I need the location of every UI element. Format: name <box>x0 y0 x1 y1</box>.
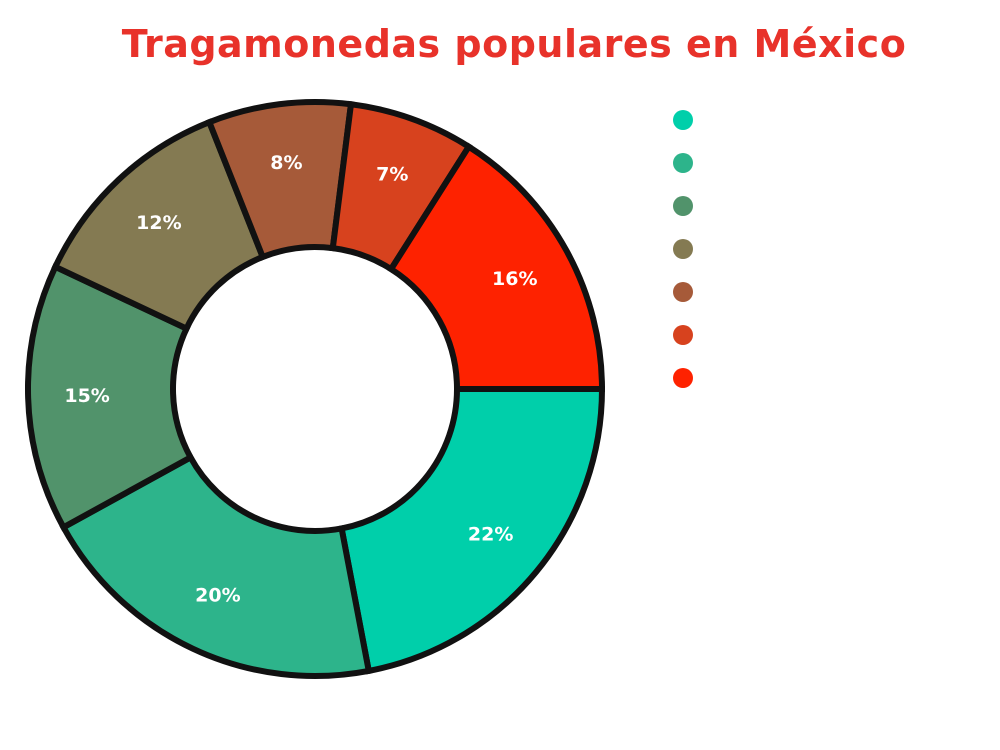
slice-label-5: 8% <box>270 152 302 174</box>
donut-slice-7 <box>386 142 606 392</box>
legend-item[interactable] <box>673 239 973 282</box>
legend-dot-icon <box>673 110 693 130</box>
legend-dot-icon <box>673 153 693 173</box>
legend-dot-icon <box>673 239 693 259</box>
chart-title: Tragamonedas populares en México <box>121 22 907 66</box>
slice-label-1: 22% <box>468 523 513 545</box>
slice-label-4: 12% <box>136 212 181 234</box>
donut-slice-2 <box>59 453 373 679</box>
legend-dot-icon <box>673 196 693 216</box>
donut-slice-4 <box>51 118 267 333</box>
donut-slice-3 <box>25 262 195 532</box>
donut-chart: 22% 20% 15% 12% 8% 7% 16% <box>25 99 606 679</box>
legend-dot-icon <box>673 325 693 345</box>
legend-item[interactable] <box>673 282 973 325</box>
slice-label-2: 20% <box>195 584 240 606</box>
legend-item[interactable] <box>673 325 973 368</box>
donut-slice-1 <box>338 386 606 675</box>
legend-item[interactable] <box>673 368 973 411</box>
slice-label-6: 7% <box>376 163 408 185</box>
labels-layer: 22% 20% 15% 12% 8% 7% 16% <box>64 152 537 607</box>
legend <box>673 110 973 411</box>
slice-label-3: 15% <box>64 385 109 407</box>
legend-dot-icon <box>673 282 693 302</box>
legend-item[interactable] <box>673 110 973 153</box>
legend-item[interactable] <box>673 196 973 239</box>
legend-dot-icon <box>673 368 693 388</box>
slice-label-7: 16% <box>492 268 537 290</box>
slices-layer <box>25 99 606 679</box>
legend-item[interactable] <box>673 153 973 196</box>
